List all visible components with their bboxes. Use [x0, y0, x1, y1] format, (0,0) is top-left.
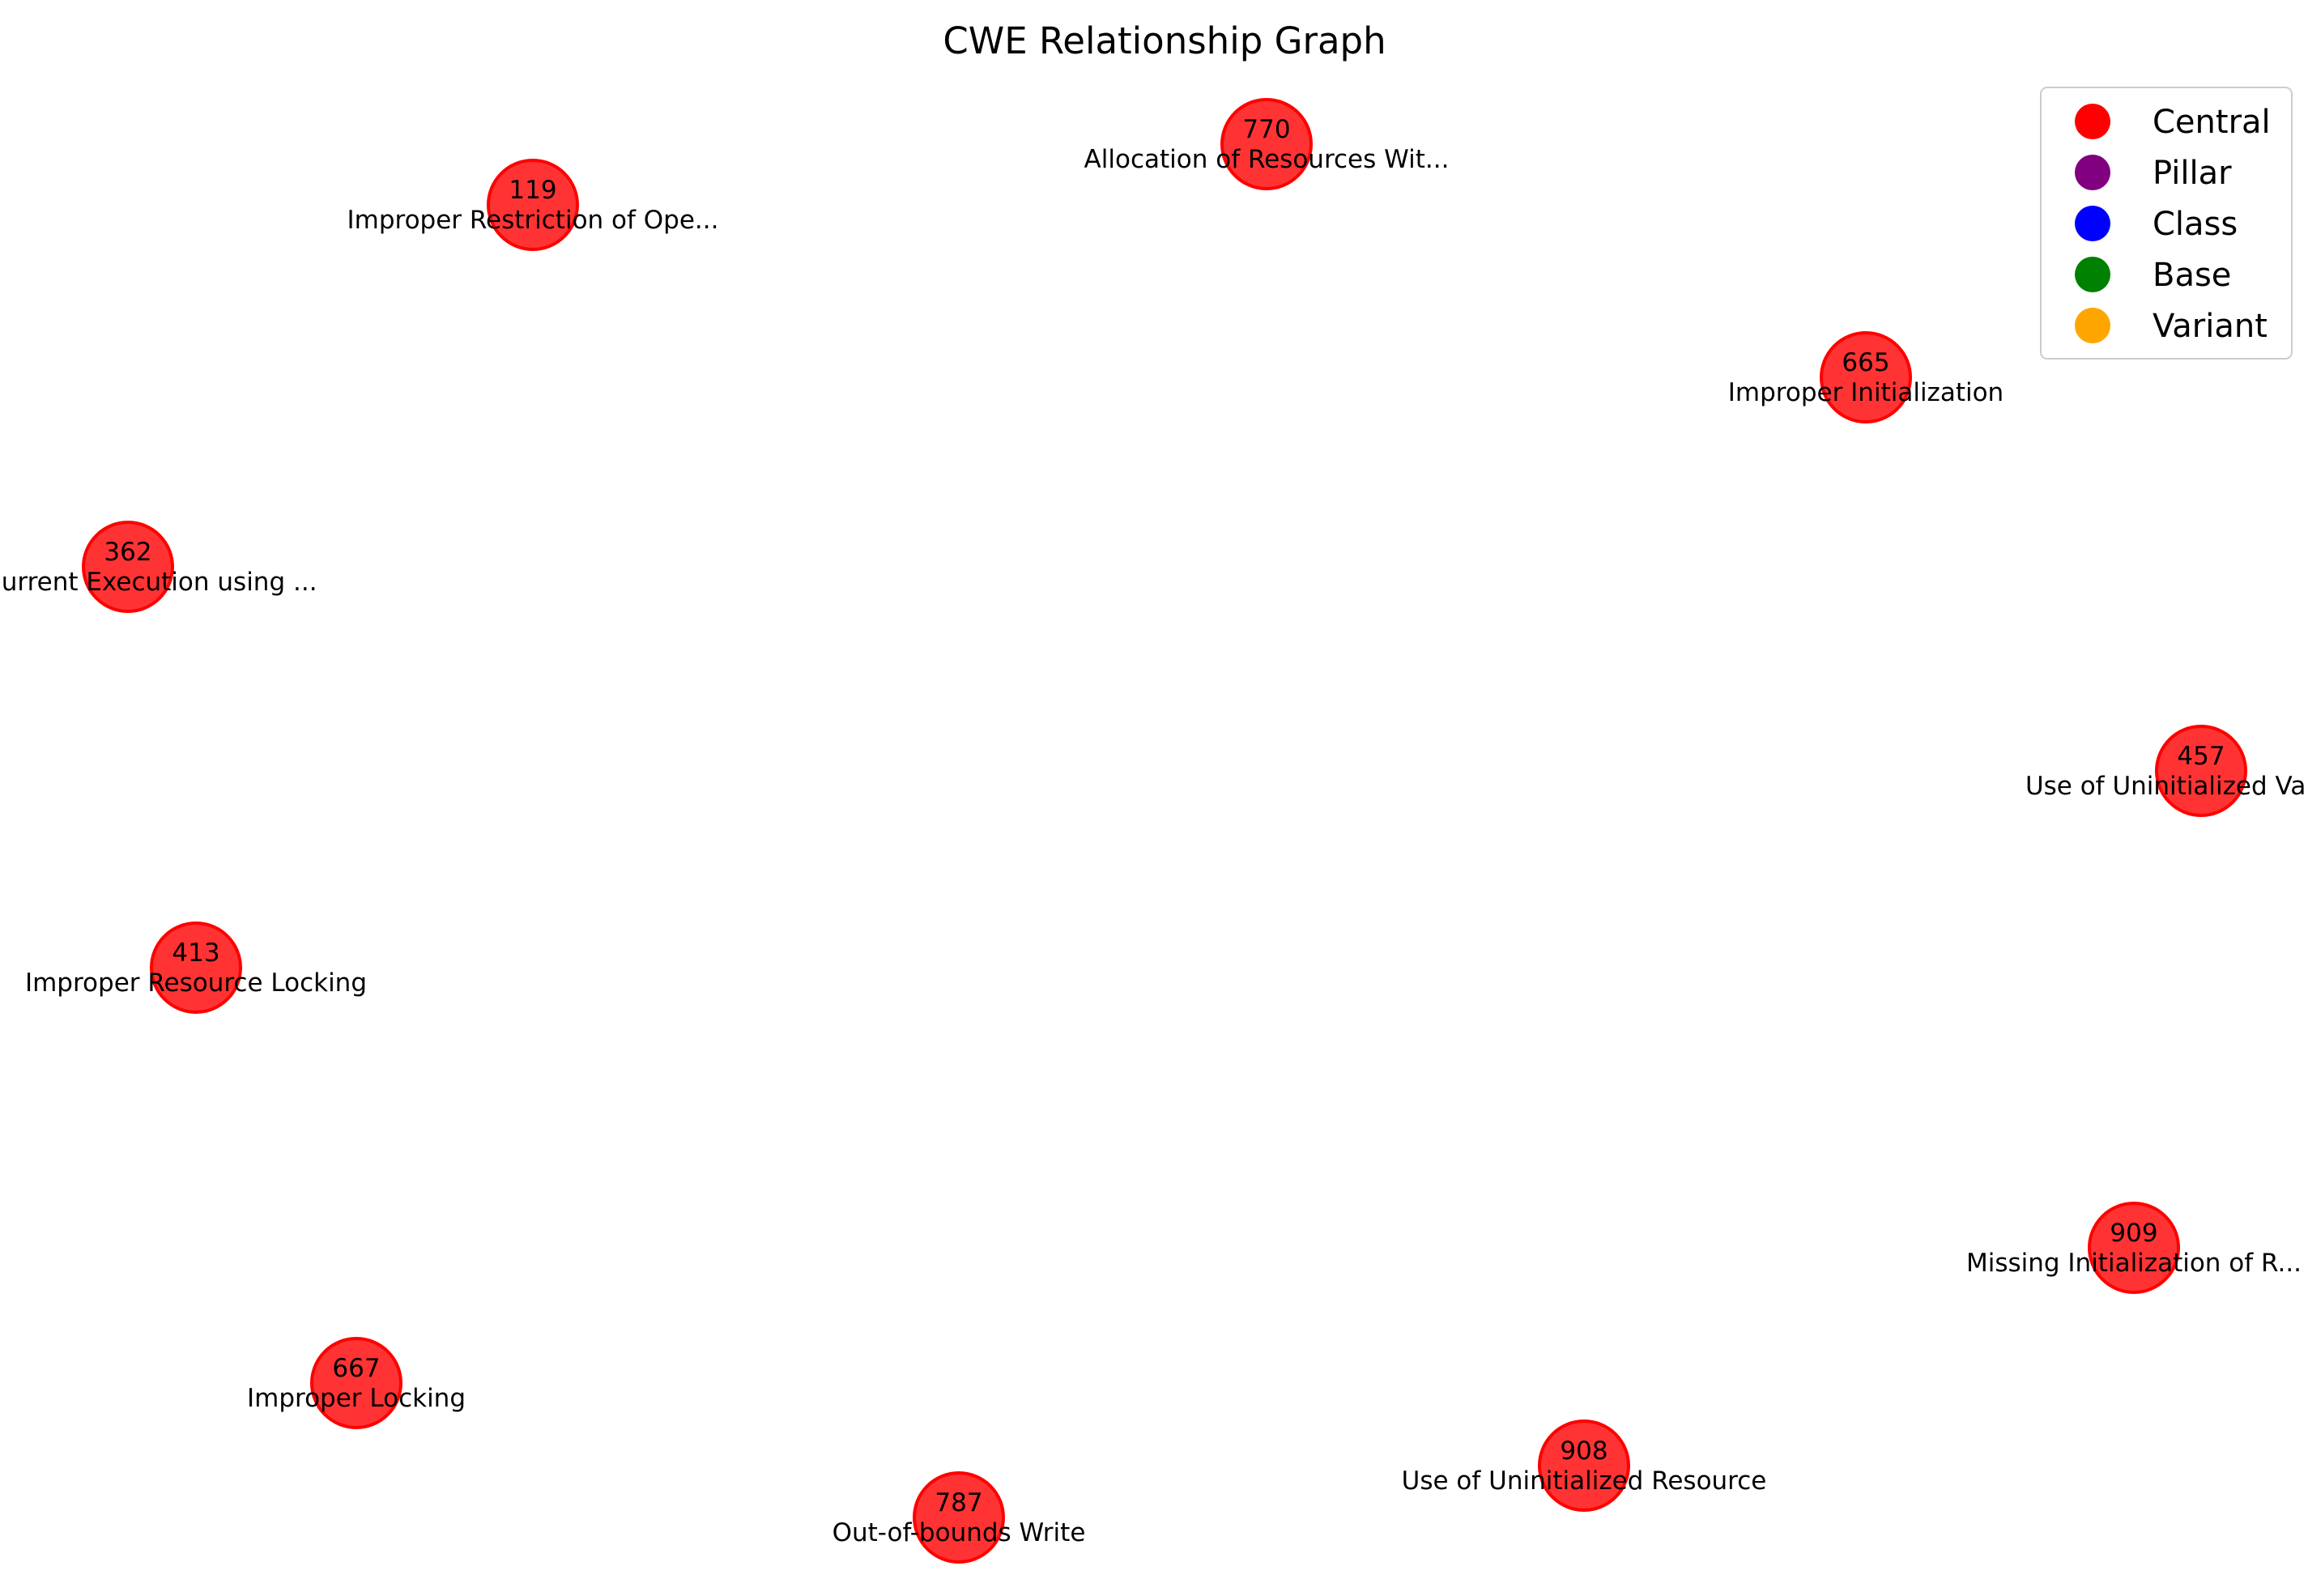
- node-id-label: 457: [2177, 742, 2225, 771]
- legend-marker: [2075, 257, 2110, 292]
- node-id-label: 362: [104, 538, 151, 567]
- node-name-label: Improper Resource Locking: [25, 968, 367, 998]
- node-circle[interactable]: [1820, 331, 1912, 423]
- node-id-label: 770: [1242, 115, 1290, 144]
- legend-marker: [2075, 206, 2110, 241]
- node-id-label: 665: [1842, 348, 1889, 377]
- legend-label: Variant: [2153, 308, 2268, 345]
- node-circle[interactable]: [487, 159, 579, 251]
- node-circle[interactable]: [82, 521, 174, 613]
- node-name-label: Use of Uninitialized Variable: [2025, 772, 2308, 801]
- legend-item-variant: Variant: [2075, 308, 2268, 345]
- legend-label: Base: [2153, 257, 2231, 294]
- legend-marker: [2075, 308, 2110, 343]
- legend-item-class: Class: [2075, 206, 2238, 243]
- node-name-label: Improper Restriction of Ope...: [347, 206, 718, 235]
- legend-label: Central: [2153, 104, 2271, 141]
- node-circle[interactable]: [150, 921, 242, 1014]
- node-id-label: 119: [509, 176, 556, 205]
- node-circle[interactable]: [2155, 725, 2247, 817]
- node-circle[interactable]: [2088, 1202, 2180, 1294]
- node-name-label: Out-of-bounds Write: [832, 1518, 1086, 1547]
- node-name-label: Allocation of Resources Wit...: [1084, 145, 1450, 174]
- legend-frame: [2040, 87, 2293, 360]
- node-circle[interactable]: [1220, 98, 1313, 190]
- node-id-label: 667: [332, 1354, 380, 1383]
- legend-item-central: Central: [2075, 104, 2271, 141]
- legend: Central Pillar Class Base Variant: [2040, 87, 2293, 360]
- node-id-label: 413: [172, 938, 219, 968]
- node-id-label: 787: [935, 1488, 982, 1517]
- legend-marker: [2075, 104, 2110, 139]
- node-name-label: Missing Initialization of R...: [1966, 1249, 2302, 1278]
- legend-marker: [2075, 155, 2110, 190]
- node-name-label: Concurrent Execution using ...: [0, 568, 317, 597]
- node-id-label: 909: [2110, 1219, 2157, 1248]
- node-circle[interactable]: [913, 1471, 1005, 1564]
- node-name-label: Improper Locking: [247, 1384, 466, 1413]
- legend-label: Pillar: [2153, 155, 2232, 192]
- node-name-label: Use of Uninitialized Resource: [1402, 1466, 1767, 1496]
- legend-item-base: Base: [2075, 257, 2231, 294]
- legend-item-pillar: Pillar: [2075, 155, 2232, 192]
- node-id-label: 908: [1560, 1436, 1608, 1466]
- node-circle[interactable]: [1538, 1419, 1630, 1512]
- node-name-label: Improper Initialization: [1728, 378, 2004, 407]
- node-circle[interactable]: [310, 1337, 402, 1429]
- node-cwe-362[interactable]: 362Concurrent Execution using ...: [0, 521, 317, 613]
- graph-title: CWE Relationship Graph: [943, 19, 1386, 62]
- legend-label: Class: [2153, 206, 2238, 243]
